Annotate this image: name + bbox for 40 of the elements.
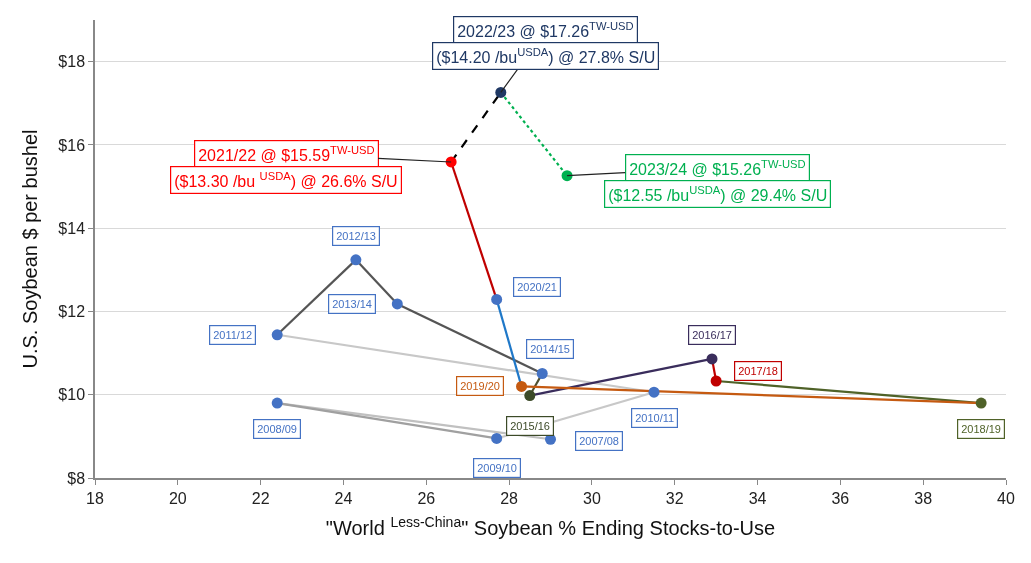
x-tick-label: 24 [334,489,353,507]
y-tick-label: $10 [58,386,86,404]
annotation: 2017/18 [738,365,778,378]
x-tick-label: 32 [665,489,684,507]
y-tick-label: $8 [67,469,86,487]
annotation: 2016/17 [692,329,732,342]
x-tick-label: 20 [168,489,187,507]
y-tick-label: $12 [58,303,86,321]
x-tick-label: 18 [86,489,104,507]
annotation: 2010/11 [635,412,675,425]
annotation: 2019/20 [460,380,500,393]
annotation: ($12.55 /bu$^{USDA}$) @ 29.4% S/U [608,184,828,204]
x-tick-label: 26 [417,489,436,507]
y-tick-label: $18 [58,53,86,71]
annotation: 2007/08 [579,435,619,448]
annotation: 2013/14 [332,298,372,311]
x-tick-label: 40 [997,489,1015,507]
annotation: 2011/12 [213,329,253,342]
annotation: 2021/22 @ $15.59$^{TW-USD}$ [198,144,375,164]
x-tick-label: 36 [831,489,850,507]
annotation: 2014/15 [530,343,570,356]
annotation: 2015/16 [510,420,550,433]
x-tick-label: 28 [500,489,519,507]
annotation: 2023/24 @ $15.26$^{TW-USD}$ [629,158,806,178]
y-tick-label: $14 [58,219,86,237]
annotation: 2018/19 [961,423,1001,436]
annotation: 2012/13 [336,230,376,243]
annotation: 2009/10 [477,462,517,475]
x-tick-label: 30 [583,489,601,507]
annotation: ($13.30 /bu $^{USDA}$) @ 26.6% S/U [174,170,398,190]
y-tick-label: $16 [58,136,86,154]
x-axis-title: "World $^{Less-China}$" Soybean % Ending Stocks-to-Use [325,513,776,539]
x-tick-label: 22 [251,489,270,507]
x-tick-label: 38 [914,489,933,507]
annotation: 2020/21 [517,281,557,294]
x-tick-label: 34 [748,489,767,507]
y-axis-title: U.S. Soybean $ per bushel [19,129,42,369]
annotation: 2008/09 [257,423,297,436]
annotation: ($14.20 /bu$^{USDA}$) @ 27.8% S/U [436,46,656,66]
annotation: 2022/23 @ $17.26$^{TW-USD}$ [457,20,634,40]
